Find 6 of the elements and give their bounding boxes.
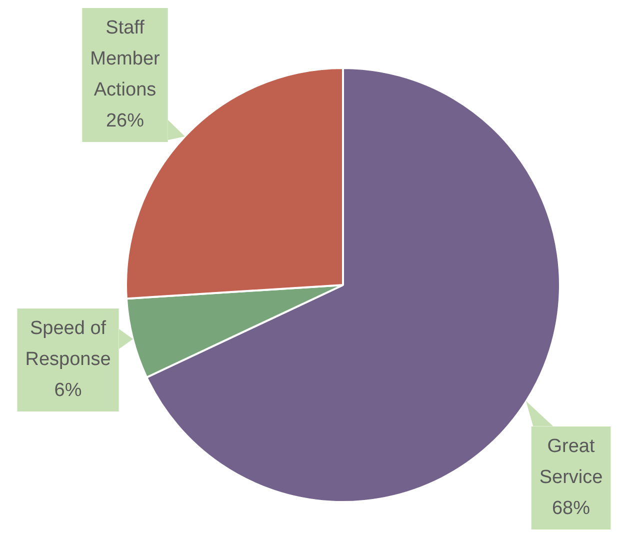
slice-label: Staff Member Actions (90, 18, 161, 101)
slice-label: Great Service (539, 436, 603, 488)
slice-label: Speed of Response (25, 318, 111, 370)
data-label: 26% (106, 110, 144, 132)
data-label: 68% (552, 498, 590, 520)
data-label: 6% (54, 380, 82, 402)
